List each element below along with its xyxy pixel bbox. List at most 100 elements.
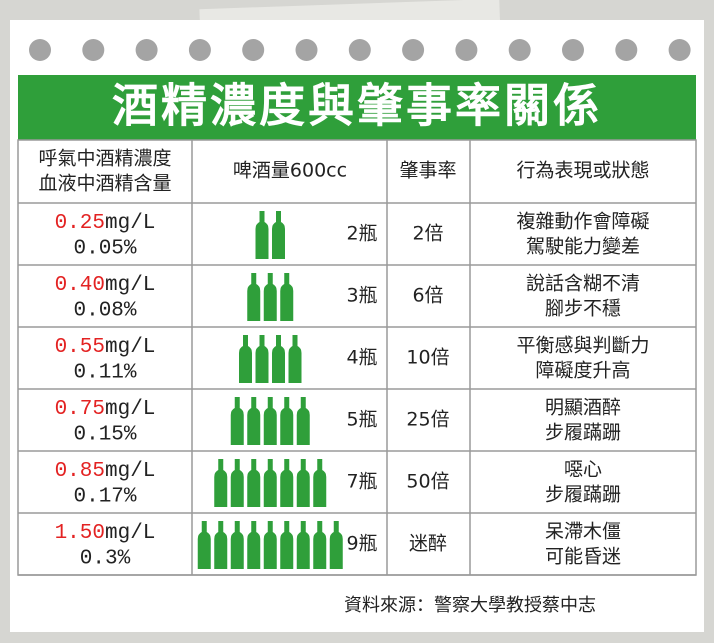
- breath-unit: mg/L: [105, 212, 155, 235]
- accident-rate: 50倍: [406, 471, 449, 493]
- bottle: [296, 521, 310, 569]
- header-cell: 啤酒量600cc: [233, 160, 347, 182]
- bottle: [263, 397, 277, 445]
- blood-value: 0.3%: [80, 548, 131, 571]
- breath-number: 0.55: [55, 336, 105, 359]
- hole: [402, 39, 425, 61]
- behavior: 障礙度升高: [535, 360, 630, 382]
- breath-value: 0.85mg/L: [55, 460, 156, 483]
- hole: [562, 39, 584, 61]
- bottle: [280, 397, 294, 445]
- holes: [29, 39, 691, 61]
- table-body: 0.25mg/L0.05%2瓶 2倍複雜動作會障礙駕駛能力變差0.40mg/L0.…: [55, 211, 650, 571]
- behavior: 複雜動作會障礙: [516, 211, 649, 233]
- accident-rate: 10倍: [406, 347, 449, 369]
- bottle: [239, 335, 252, 383]
- header-cell: 行為表現或狀態: [516, 160, 649, 182]
- bottle: [280, 521, 294, 569]
- breath-number: 0.85: [55, 460, 105, 483]
- bottle: [214, 521, 228, 569]
- hole: [188, 39, 211, 61]
- breath-value: 1.50mg/L: [55, 522, 156, 545]
- bottle: [230, 521, 244, 569]
- behavior: 駕駛能力變差: [526, 236, 640, 258]
- bottle-label: 5瓶: [346, 409, 377, 431]
- header-cell: 肇事率: [399, 160, 456, 182]
- bottle-label: 2瓶: [346, 223, 377, 245]
- bottle-label: 9瓶: [346, 533, 377, 555]
- blood-value: 0.08%: [73, 300, 136, 323]
- bottle: [313, 521, 327, 569]
- bottle: [247, 521, 261, 569]
- title: 酒精濃度與肇事率關係: [112, 79, 602, 133]
- hole: [135, 39, 158, 61]
- bottle: [296, 397, 310, 445]
- accident-rate: 迷醉: [409, 533, 447, 555]
- bottle: [214, 459, 228, 507]
- breath-value: 0.55mg/L: [55, 336, 156, 359]
- breath-unit: mg/L: [105, 274, 155, 297]
- bottle: [263, 521, 277, 569]
- bottle: [272, 211, 285, 259]
- hole: [455, 39, 478, 61]
- blood-value: 0.11%: [73, 362, 136, 385]
- breath-value: 0.25mg/L: [55, 212, 156, 235]
- bottle: [329, 521, 343, 569]
- title-bar: [18, 75, 696, 140]
- breath-unit: mg/L: [105, 522, 155, 545]
- bottle: [230, 459, 244, 507]
- bottle: [247, 459, 261, 507]
- hole: [82, 39, 105, 61]
- bottle-label: 3瓶: [346, 285, 377, 307]
- header-cell: 呼氣中酒精濃度: [38, 148, 171, 170]
- bottle: [263, 273, 277, 321]
- breath-number: 0.40: [55, 274, 105, 297]
- behavior: 可能昏迷: [545, 546, 621, 568]
- breath-number: 0.75: [55, 398, 105, 421]
- breath-number: 0.25: [55, 212, 105, 235]
- bottle: [255, 211, 269, 259]
- bottle: [272, 335, 285, 383]
- source: 資料來源：警察大學教授蔡中志: [344, 595, 596, 616]
- breath-number: 1.50: [55, 522, 105, 545]
- accident-rate: 6倍: [412, 285, 443, 307]
- bottle: [247, 397, 261, 445]
- bottle: [313, 459, 327, 507]
- bottle-label: 4瓶: [346, 347, 377, 369]
- breath-unit: mg/L: [105, 398, 155, 421]
- hole: [242, 39, 265, 61]
- hole: [295, 39, 318, 61]
- blood-value: 0.15%: [73, 424, 136, 447]
- behavior: 步履蹣跚: [545, 422, 621, 444]
- behavior: 說話含糊不清: [526, 273, 640, 295]
- behavior: 平衡感與判斷力: [516, 335, 649, 357]
- breath-value: 0.40mg/L: [55, 274, 156, 297]
- bottle: [255, 335, 269, 383]
- behavior: 步履蹣跚: [545, 484, 621, 506]
- header-cell: 血液中酒精含量: [38, 173, 171, 195]
- hole: [615, 39, 638, 61]
- bottle-label: 7瓶: [346, 471, 377, 493]
- behavior: 明顯酒醉: [545, 397, 621, 419]
- behavior: 腳步不穩: [545, 298, 621, 320]
- accident-rate: 2倍: [412, 223, 443, 245]
- bottle: [230, 397, 244, 445]
- bottle: [280, 273, 294, 321]
- breath-value: 0.75mg/L: [55, 398, 156, 421]
- breath-unit: mg/L: [105, 336, 155, 359]
- blood-value: 0.17%: [73, 486, 136, 509]
- breath-unit: mg/L: [105, 460, 155, 483]
- behavior: 噁心: [564, 459, 602, 481]
- hole: [668, 39, 691, 61]
- blood-value: 0.05%: [73, 238, 136, 261]
- bottle: [296, 459, 310, 507]
- bottle: [263, 459, 277, 507]
- bottle: [288, 335, 302, 383]
- table-grid: [17, 139, 697, 576]
- accident-rate: 25倍: [406, 409, 449, 431]
- hole: [508, 39, 531, 61]
- hole: [348, 39, 371, 61]
- behavior: 呆滯木僵: [545, 521, 621, 543]
